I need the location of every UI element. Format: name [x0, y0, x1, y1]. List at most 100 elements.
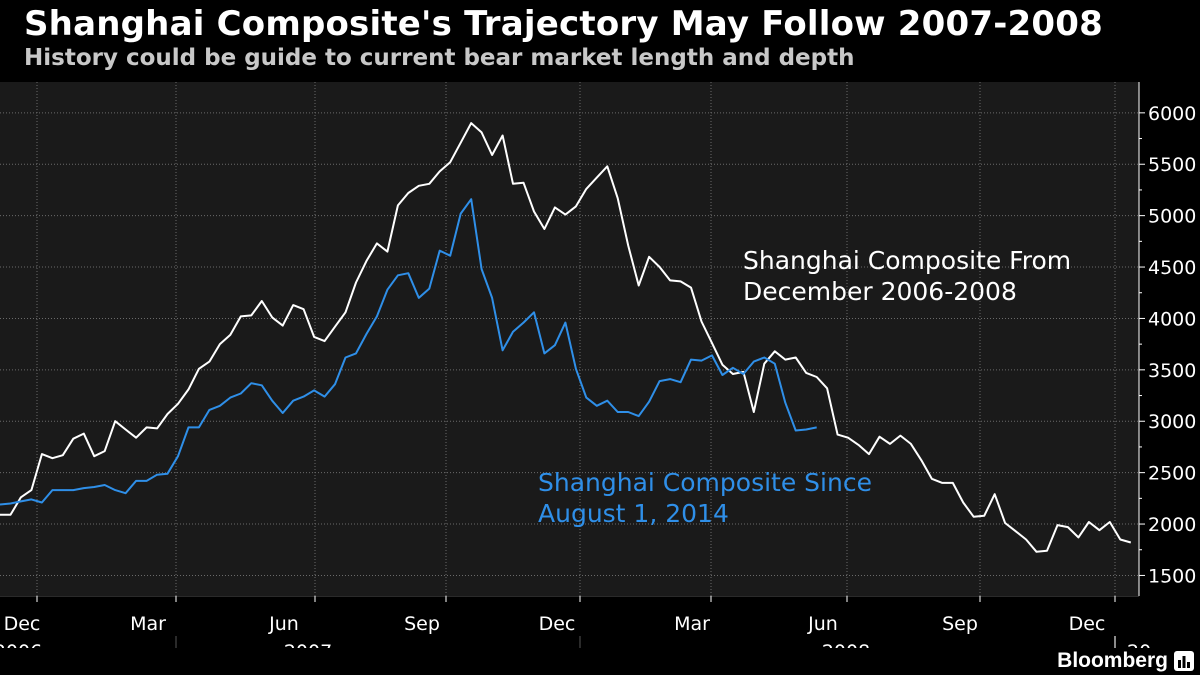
data-point-0-54 [565, 214, 567, 216]
data-point-0-8 [83, 433, 85, 435]
y-tick-label-2000: 2000 [1148, 514, 1196, 536]
data-point-0-102 [1067, 526, 1069, 528]
data-point-1-11 [114, 489, 116, 491]
data-point-0-1 [10, 514, 12, 516]
data-point-0-20 [209, 361, 211, 363]
data-point-1-60 [627, 411, 629, 413]
data-point-1-63 [659, 380, 661, 382]
data-point-1-69 [722, 374, 724, 376]
data-point-1-5 [52, 489, 54, 491]
data-point-1-27 [282, 412, 284, 414]
data-point-1-40 [418, 297, 420, 299]
data-point-0-57 [596, 177, 598, 179]
data-point-0-107 [1120, 539, 1122, 541]
x-month-label-5: Mar [674, 613, 710, 635]
line-chart: 1500 2000 2500 3000 3500 4000 4500 5000 5500 6000… [0, 82, 1196, 648]
data-point-1-23 [240, 393, 242, 395]
data-point-1-36 [376, 316, 378, 318]
data-point-0-44 [460, 142, 462, 144]
data-point-0-94 [983, 515, 985, 517]
series-label-white-line-1: Shanghai Composite From [743, 246, 1071, 275]
data-point-0-96 [1004, 522, 1006, 524]
data-point-1-50 [523, 322, 525, 324]
data-point-0-40 [418, 185, 420, 187]
data-point-1-64 [669, 378, 671, 380]
data-point-0-69 [722, 364, 724, 366]
data-point-0-88 [921, 460, 923, 462]
data-point-1-34 [355, 353, 357, 355]
data-point-1-12 [125, 492, 127, 494]
data-point-1-75 [785, 402, 787, 404]
y-axis-ticks: 1500 2000 2500 3000 3500 4000 4500 5000 5500 6000 [1139, 103, 1196, 587]
data-point-0-51 [533, 211, 535, 213]
data-point-0-74 [774, 351, 776, 353]
data-point-0-31 [324, 340, 326, 342]
data-point-0-25 [261, 300, 263, 302]
data-point-1-51 [533, 312, 535, 314]
data-point-0-84 [879, 436, 881, 438]
data-point-1-24 [251, 382, 253, 384]
data-point-0-97 [1015, 530, 1017, 532]
data-point-0-76 [795, 357, 797, 359]
horizontal-gridlines [0, 112, 1139, 576]
x-axis: Dec Mar Jun Sep Dec Mar Jun Sep Dec 2006 2007 2008 2… [0, 596, 1151, 648]
data-point-1-58 [607, 400, 609, 402]
data-point-1-61 [638, 415, 640, 417]
data-point-1-42 [439, 250, 441, 252]
data-point-1-39 [408, 272, 410, 274]
data-point-1-15 [156, 474, 158, 476]
data-point-0-9 [93, 455, 95, 457]
data-point-0-100 [1046, 550, 1048, 552]
data-point-0-22 [230, 334, 232, 336]
data-point-1-43 [449, 255, 451, 257]
y-tick-label-4000: 4000 [1148, 308, 1196, 330]
data-point-1-55 [575, 368, 577, 370]
data-point-0-91 [952, 482, 954, 484]
data-point-0-34 [355, 282, 357, 284]
data-point-0-60 [627, 245, 629, 247]
data-point-1-26 [271, 400, 273, 402]
x-month-label-3: Sep [404, 613, 440, 635]
data-point-1-31 [324, 396, 326, 398]
data-point-0-72 [753, 411, 755, 413]
footer-bar [0, 648, 1200, 675]
data-point-1-56 [586, 397, 588, 399]
data-point-0-14 [146, 427, 148, 429]
data-point-1-53 [554, 344, 556, 346]
data-point-1-35 [366, 333, 368, 335]
data-point-0-43 [449, 161, 451, 163]
data-point-0-92 [962, 502, 964, 504]
data-point-0-78 [816, 376, 818, 378]
data-point-0-50 [523, 182, 525, 184]
data-point-0-39 [408, 192, 410, 194]
data-point-1-20 [209, 409, 211, 411]
data-point-0-79 [826, 388, 828, 390]
data-point-0-16 [167, 413, 169, 415]
data-point-0-2 [20, 497, 22, 499]
data-point-0-70 [732, 373, 734, 375]
data-point-0-48 [502, 135, 504, 137]
x-year-label-2006: 2006 [0, 641, 42, 648]
data-point-1-29 [303, 396, 305, 398]
y-tick-label-3000: 3000 [1148, 411, 1196, 433]
data-point-0-81 [847, 437, 849, 439]
data-point-1-67 [701, 360, 703, 362]
y-tick-label-2500: 2500 [1148, 463, 1196, 485]
data-point-0-12 [125, 429, 127, 431]
x-month-label-0: Dec [4, 613, 41, 635]
data-point-0-89 [931, 478, 933, 480]
data-point-0-23 [240, 316, 242, 318]
series-line-white-2006-2008 [0, 122, 1132, 553]
data-point-1-68 [711, 355, 713, 357]
data-point-0-21 [219, 343, 221, 345]
data-point-0-41 [429, 183, 431, 185]
data-point-0-24 [251, 315, 253, 317]
data-point-0-83 [868, 453, 870, 455]
data-point-0-68 [711, 342, 713, 344]
data-point-1-37 [387, 289, 389, 291]
data-point-1-46 [481, 268, 483, 270]
data-point-0-82 [858, 444, 860, 446]
data-point-1-77 [805, 429, 807, 431]
data-point-0-85 [889, 443, 891, 445]
data-point-0-61 [638, 285, 640, 287]
